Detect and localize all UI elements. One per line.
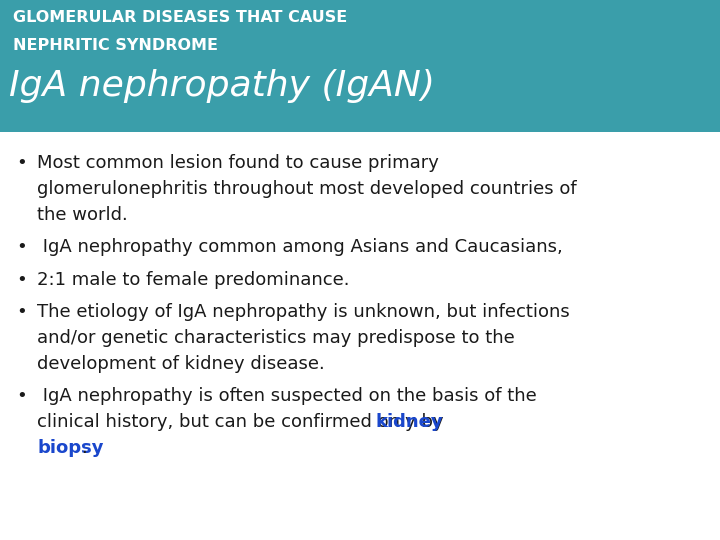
Text: clinical history, but can be confirmed only by: clinical history, but can be confirmed o…	[37, 413, 450, 431]
Text: Most common lesion found to cause primary: Most common lesion found to cause primar…	[37, 154, 439, 172]
Text: GLOMERULAR DISEASES THAT CAUSE: GLOMERULAR DISEASES THAT CAUSE	[13, 10, 347, 25]
Text: 2:1 male to female predominance.: 2:1 male to female predominance.	[37, 271, 350, 288]
Text: •: •	[16, 303, 27, 321]
Text: biopsy: biopsy	[37, 439, 104, 457]
Text: IgA nephropathy (IgAN): IgA nephropathy (IgAN)	[9, 69, 435, 103]
Text: •: •	[16, 271, 27, 288]
Text: and/or genetic characteristics may predispose to the: and/or genetic characteristics may predi…	[37, 329, 516, 347]
Text: The etiology of IgA nephropathy is unknown, but infections: The etiology of IgA nephropathy is unkno…	[37, 303, 570, 321]
Text: .: .	[81, 439, 86, 457]
Text: •: •	[16, 154, 27, 172]
Text: development of kidney disease.: development of kidney disease.	[37, 355, 325, 373]
Text: kidney: kidney	[376, 413, 444, 431]
Text: •: •	[16, 387, 27, 405]
Text: the world.: the world.	[37, 206, 128, 224]
Text: NEPHRITIC SYNDROME: NEPHRITIC SYNDROME	[13, 38, 218, 53]
Bar	[0, 0, 720, 132]
Text: IgA nephropathy is often suspected on the basis of the: IgA nephropathy is often suspected on th…	[37, 387, 537, 405]
Text: •: •	[16, 238, 27, 256]
Text: IgA nephropathy common among Asians and Caucasians,: IgA nephropathy common among Asians and …	[37, 238, 563, 256]
Text: glomerulonephritis throughout most developed countries of: glomerulonephritis throughout most devel…	[37, 180, 577, 198]
